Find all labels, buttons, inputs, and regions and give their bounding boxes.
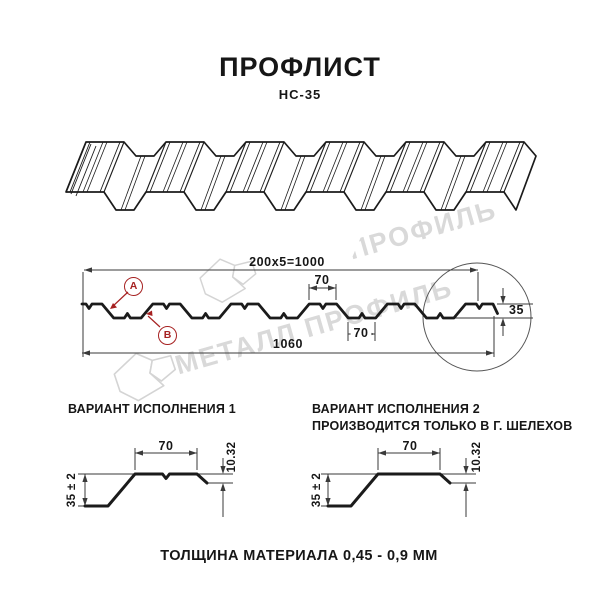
cross-section-drawing	[80, 262, 533, 372]
variant2-subheading: ПРОИЗВОДИТСЯ ТОЛЬКО В Г. ШЕЛЕХОВ	[312, 419, 573, 433]
sheet-3d-drawing	[65, 141, 537, 211]
watermark-logo	[113, 352, 177, 402]
marker-a: А	[124, 277, 143, 296]
dim-profile-height: 35	[509, 303, 525, 317]
variant1-drawing	[78, 448, 233, 517]
dim-pitch-total: 200x5=1000	[249, 255, 325, 269]
variant2-dim-height: 35 ± 2	[311, 472, 323, 508]
variant1-heading: ВАРИАНТ ИСПОЛНЕНИЯ 1	[68, 402, 236, 416]
dim-overall-width: 1060	[272, 337, 304, 351]
variant2-heading: ВАРИАНТ ИСПОЛНЕНИЯ 2	[312, 402, 480, 416]
page-title: ПРОФЛИСТ	[219, 52, 381, 82]
variant2-dim-lip: 10.32	[471, 441, 483, 473]
profile-code: НС-35	[278, 87, 322, 102]
variant2-dim-top: 70	[402, 439, 418, 453]
variant1-dim-height: 35 ± 2	[66, 472, 78, 508]
variant2-drawing	[321, 448, 476, 517]
watermark-logo	[199, 258, 257, 303]
variant1-dim-top: 70	[158, 439, 174, 453]
marker-b: В	[158, 326, 177, 345]
dim-valley-width: 70	[350, 326, 372, 340]
dim-crest-width: 70	[314, 273, 330, 287]
variant1-dim-lip: 10.32	[226, 441, 238, 473]
material-thickness-note: ТОЛЩИНА МАТЕРИАЛА 0,45 - 0,9 ММ	[160, 548, 438, 564]
